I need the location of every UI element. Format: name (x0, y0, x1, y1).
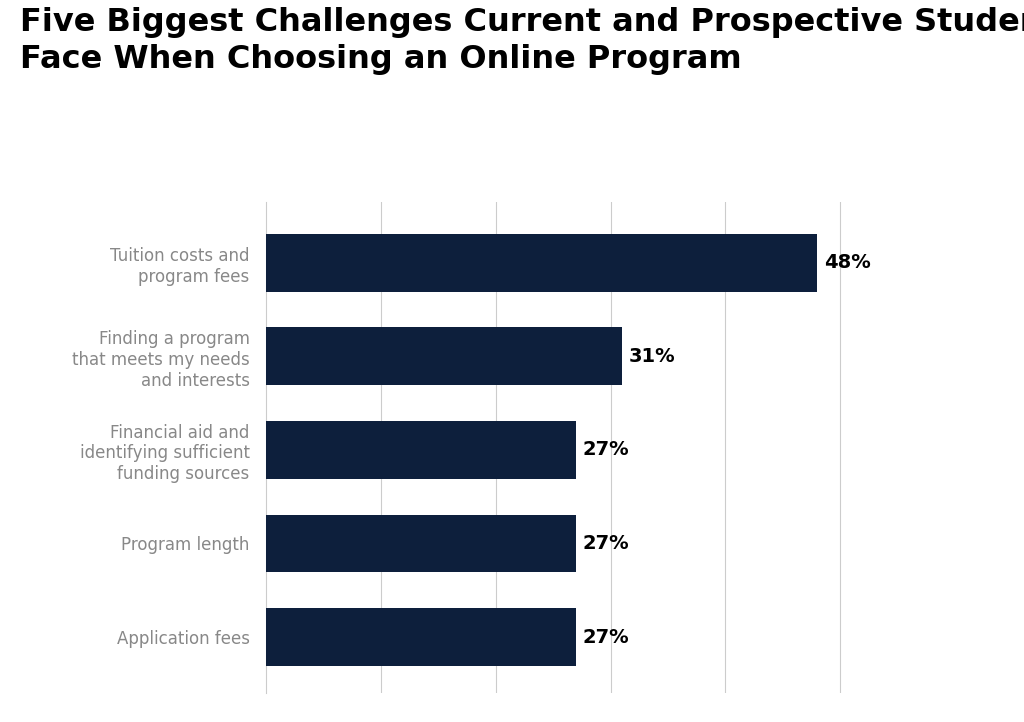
Text: Five Biggest Challenges Current and Prospective Students
Face When Choosing an O: Five Biggest Challenges Current and Pros… (20, 7, 1024, 75)
Bar (266, 608, 577, 666)
Text: 27%: 27% (583, 627, 630, 646)
Text: 27%: 27% (583, 440, 630, 459)
Text: 31%: 31% (629, 347, 676, 366)
Bar (266, 515, 577, 573)
Bar (266, 421, 577, 479)
Bar (266, 328, 622, 386)
Bar (266, 234, 817, 292)
Text: 48%: 48% (824, 253, 870, 272)
Text: 27%: 27% (583, 534, 630, 553)
